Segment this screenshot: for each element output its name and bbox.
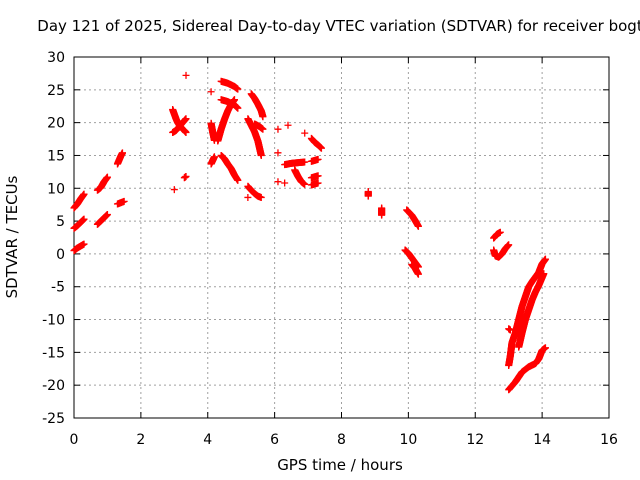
data-point — [505, 241, 513, 249]
data-point — [207, 88, 215, 96]
data-point — [120, 197, 128, 205]
data-point — [414, 270, 422, 278]
chart-title: Day 121 of 2025, Sidereal Day-to-day VTE… — [37, 17, 640, 35]
data-points — [70, 71, 549, 394]
data-point — [274, 149, 282, 157]
data-point — [414, 222, 422, 230]
data-point — [314, 179, 322, 187]
data-point — [80, 215, 88, 223]
x-tick-label: 0 — [70, 432, 79, 448]
data-point — [244, 193, 252, 201]
data-point — [317, 144, 325, 152]
data-point — [234, 176, 242, 184]
data-point — [103, 173, 111, 181]
data-point — [259, 125, 267, 133]
data-point — [281, 179, 289, 187]
data-point — [257, 151, 265, 159]
data-point — [80, 190, 88, 198]
x-tick-label: 4 — [203, 432, 212, 448]
plot-frame — [73, 56, 610, 419]
data-point — [80, 240, 88, 248]
data-point — [182, 115, 190, 123]
y-tick-label: -10 — [42, 313, 65, 329]
data-point — [182, 71, 190, 79]
y-axis-label: SDTVAR / TECUs — [3, 175, 21, 298]
data-point — [170, 186, 178, 194]
x-tick-label: 10 — [399, 432, 417, 448]
data-point — [103, 211, 111, 219]
data-point — [284, 121, 292, 129]
data-point — [314, 172, 322, 180]
data-point — [540, 270, 548, 278]
y-tick-label: -20 — [42, 378, 65, 394]
data-point — [314, 155, 322, 163]
y-tick-label: 0 — [56, 247, 65, 263]
x-tick-label: 6 — [270, 432, 279, 448]
y-tick-label: 30 — [47, 50, 65, 66]
x-tick-labels: 0 2 4 6 8 10 12 14 16 — [70, 432, 618, 448]
data-point — [234, 104, 242, 112]
data-point — [541, 255, 549, 263]
y-tick-label: -15 — [42, 345, 65, 361]
x-tick-label: 8 — [337, 432, 346, 448]
data-point — [364, 192, 372, 200]
data-point — [274, 178, 282, 186]
data-point — [118, 149, 126, 157]
x-tick-label: 14 — [533, 432, 551, 448]
x-tick-label: 12 — [466, 432, 484, 448]
data-point — [274, 125, 282, 133]
data-point — [378, 211, 386, 219]
x-tick-label: 16 — [600, 432, 618, 448]
data-point — [210, 153, 218, 161]
data-point — [182, 128, 190, 136]
data-point — [496, 228, 504, 236]
data-point — [182, 172, 190, 180]
data-point — [301, 129, 309, 137]
data-point — [301, 180, 309, 188]
y-tick-label: -5 — [51, 280, 65, 296]
data-point — [259, 113, 267, 121]
x-axis-label: GPS time / hours — [277, 456, 403, 474]
y-tick-label: 15 — [47, 148, 65, 164]
data-point — [541, 344, 549, 352]
grid — [74, 57, 609, 418]
y-tick-label: 10 — [47, 181, 65, 197]
y-tick-label: 5 — [56, 214, 65, 230]
y-tick-labels: -25 -20 -15 -10 -5 0 5 10 15 20 25 30 — [42, 50, 65, 427]
data-point — [257, 193, 265, 201]
y-tick-label: 25 — [47, 83, 65, 99]
data-point — [301, 158, 309, 166]
x-tick-label: 2 — [136, 432, 145, 448]
y-tick-label: -25 — [42, 411, 65, 427]
data-point — [234, 85, 242, 93]
y-tick-label: 20 — [47, 116, 65, 132]
